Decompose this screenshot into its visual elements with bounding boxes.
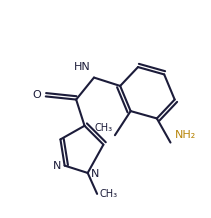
Text: NH₂: NH₂	[175, 130, 196, 140]
Text: CH₃: CH₃	[95, 123, 113, 133]
Text: HN: HN	[74, 62, 91, 72]
Text: O: O	[33, 90, 42, 100]
Text: CH₃: CH₃	[99, 189, 117, 199]
Text: N: N	[53, 161, 61, 171]
Text: N: N	[91, 169, 99, 179]
